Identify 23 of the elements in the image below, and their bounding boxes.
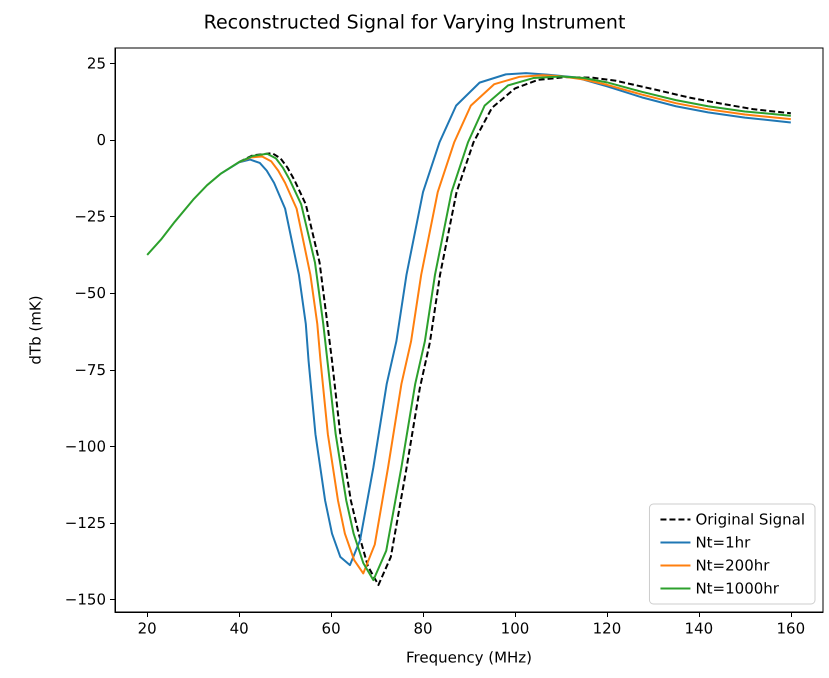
y-tick-label: −75: [74, 360, 106, 379]
x-tick-label: 160: [776, 620, 806, 638]
legend-label: Nt=200hr: [695, 556, 770, 574]
y-tick-label: −25: [74, 208, 106, 226]
legend-label: Nt=1000hr: [695, 580, 780, 598]
x-tick-label: 100: [500, 620, 530, 638]
y-tick-label: 0: [96, 130, 106, 149]
x-tick-label: 80: [413, 620, 433, 638]
y-tick-label: 25: [86, 54, 106, 72]
chart-title: Reconstructed Signal for Varying Instrument: [204, 12, 626, 34]
x-tick-label: 120: [592, 620, 622, 638]
x-tick-label: 20: [138, 620, 157, 638]
legend-label: Nt=1hr: [695, 534, 752, 552]
y-axis-title: dTb (mK): [26, 295, 44, 365]
y-tick-label: −150: [64, 590, 106, 609]
x-tick-label: 60: [322, 620, 341, 638]
legend-label: Original Signal: [695, 510, 806, 528]
x-axis-title: Frequency (MHz): [406, 648, 532, 666]
y-tick-label: −50: [74, 284, 106, 302]
x-tick-label: 140: [684, 620, 714, 638]
y-tick-label: −125: [64, 514, 106, 532]
x-tick-label: 40: [230, 620, 249, 638]
y-tick-label: −100: [64, 437, 106, 456]
